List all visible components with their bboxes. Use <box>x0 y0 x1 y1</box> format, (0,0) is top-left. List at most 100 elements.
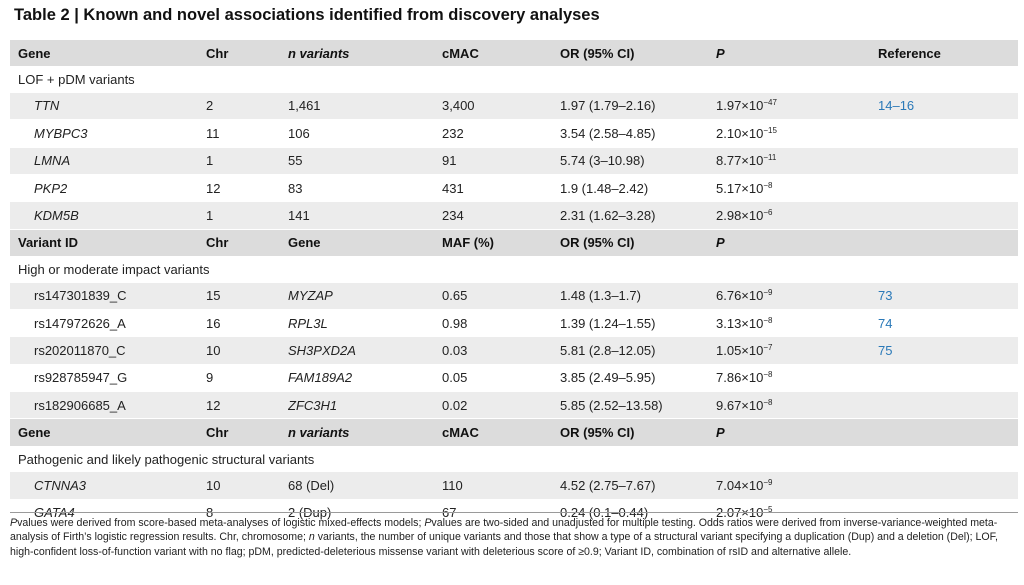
chr-cell: 9 <box>206 364 288 393</box>
table-header-row: Gene Chr n variants cMAC OR (95% CI) P R… <box>10 40 1018 67</box>
p-cell: 3.13×10−8 <box>716 309 878 338</box>
cmac-cell: 3,400 <box>442 92 560 121</box>
or-cell: 0.24 (0.1–0.44) <box>560 499 716 528</box>
group-label-row: Pathogenic and likely pathogenic structu… <box>10 445 1018 473</box>
n-variants-cell: 1,461 <box>288 92 442 121</box>
chr-cell: 1 <box>206 201 288 230</box>
cmac-cell: 110 <box>442 472 560 500</box>
p-cell: 7.86×10−8 <box>716 364 878 393</box>
n-variants-cell: 83 <box>288 174 442 203</box>
maf-cell: 0.98 <box>442 309 560 338</box>
n-variants-cell: 55 <box>288 147 442 175</box>
reference-link[interactable]: 14–16 <box>878 92 1018 121</box>
col-header-p: P <box>716 40 878 67</box>
gene-cell: KDM5B <box>10 201 206 230</box>
table-row: KDM5B 1 141 234 2.31 (1.62–3.28) 2.98×10… <box>10 201 1018 230</box>
table-row: rs147972626_A 16 RPL3L 0.98 1.39 (1.24–1… <box>10 309 1018 338</box>
reference-cell <box>878 174 1018 203</box>
reference-cell <box>878 119 1018 148</box>
reference-cell <box>878 499 1018 528</box>
maf-cell: 0.02 <box>442 391 560 420</box>
table-header-row: Variant ID Chr Gene MAF (%) OR (95% CI) … <box>10 228 1018 257</box>
chr-cell: 1 <box>206 147 288 175</box>
p-cell: 1.97×10−47 <box>716 92 878 121</box>
col-header-empty <box>878 228 1018 257</box>
reference-link[interactable]: 75 <box>878 336 1018 365</box>
gene-cell: GATA4 <box>10 499 206 528</box>
gene-cell: MYBPC3 <box>10 119 206 148</box>
table-row: rs147301839_C 15 MYZAP 0.65 1.48 (1.3–1.… <box>10 282 1018 310</box>
gene-cell: LMNA <box>10 147 206 175</box>
table-row: CTNNA3 10 68 (Del) 110 4.52 (2.75–7.67) … <box>10 472 1018 500</box>
col-header-cmac: cMAC <box>442 40 560 67</box>
table-row: LMNA 1 55 91 5.74 (3–10.98) 8.77×10−11 <box>10 147 1018 175</box>
col-header-chr: Chr <box>206 228 288 257</box>
cmac-cell: 91 <box>442 147 560 175</box>
footnote-n-symbol: n <box>308 531 315 544</box>
p-cell: 6.76×10−9 <box>716 282 878 310</box>
table-bottom-rule <box>10 512 1018 513</box>
table-title: Table 2 | Known and novel associations i… <box>14 6 600 24</box>
col-header-chr: Chr <box>206 418 288 446</box>
footnote-p-symbol: P <box>10 517 18 529</box>
gene-cell: ZFC3H1 <box>288 391 442 420</box>
gene-cell: MYZAP <box>288 282 442 310</box>
gene-cell: PKP2 <box>10 174 206 203</box>
group-label: LOF + pDM variants <box>10 66 1018 93</box>
maf-cell: 0.65 <box>442 282 560 310</box>
cmac-cell: 232 <box>442 119 560 148</box>
or-cell: 1.9 (1.48–2.42) <box>560 174 716 203</box>
footnote-text: values were derived from score-based met… <box>17 517 425 529</box>
col-header-or: OR (95% CI) <box>560 228 716 257</box>
p-cell: 9.67×10−8 <box>716 391 878 420</box>
col-header-n-variants: n variants <box>288 40 442 67</box>
group-label-row: High or moderate impact variants <box>10 256 1018 283</box>
table-row: MYBPC3 11 106 232 3.54 (2.58–4.85) 2.10×… <box>10 119 1018 148</box>
col-header-variant-id: Variant ID <box>10 228 206 257</box>
col-header-gene: Gene <box>288 228 442 257</box>
chr-cell: 12 <box>206 174 288 203</box>
chr-cell: 10 <box>206 472 288 500</box>
col-header-cmac: cMAC <box>442 418 560 446</box>
n-variants-cell: 2 (Dup) <box>288 499 442 528</box>
p-cell: 7.04×10−9 <box>716 472 878 500</box>
chr-cell: 16 <box>206 309 288 338</box>
col-header-n-variants: n variants <box>288 418 442 446</box>
or-cell: 1.39 (1.24–1.55) <box>560 309 716 338</box>
gene-cell: SH3PXD2A <box>288 336 442 365</box>
cmac-cell: 431 <box>442 174 560 203</box>
chr-cell: 15 <box>206 282 288 310</box>
group-label: Pathogenic and likely pathogenic structu… <box>10 445 1018 473</box>
col-header-gene: Gene <box>10 418 206 446</box>
table-row: PKP2 12 83 431 1.9 (1.48–2.42) 5.17×10−8 <box>10 174 1018 203</box>
chr-cell: 11 <box>206 119 288 148</box>
or-cell: 3.54 (2.58–4.85) <box>560 119 716 148</box>
variant-id-cell: rs147301839_C <box>10 282 206 310</box>
or-cell: 3.85 (2.49–5.95) <box>560 364 716 393</box>
col-header-p: P <box>716 228 878 257</box>
chr-cell: 2 <box>206 92 288 121</box>
gene-cell: TTN <box>10 92 206 121</box>
col-header-or: OR (95% CI) <box>560 40 716 67</box>
table-footnote: Pvalues were derived from score-based me… <box>10 516 1016 559</box>
reference-cell <box>878 364 1018 393</box>
variant-id-cell: rs147972626_A <box>10 309 206 338</box>
col-header-chr: Chr <box>206 40 288 67</box>
reference-link[interactable]: 73 <box>878 282 1018 310</box>
col-header-gene: Gene <box>10 40 206 67</box>
or-cell: 5.74 (3–10.98) <box>560 147 716 175</box>
table-row: TTN 2 1,461 3,400 1.97 (1.79–2.16) 1.97×… <box>10 92 1018 121</box>
table-row: rs928785947_G 9 FAM189A2 0.05 3.85 (2.49… <box>10 364 1018 393</box>
or-cell: 2.31 (1.62–3.28) <box>560 201 716 230</box>
or-cell: 5.81 (2.8–12.05) <box>560 336 716 365</box>
footnote-text: values are two-sided and unadjusted for … <box>10 517 998 544</box>
reference-cell <box>878 147 1018 175</box>
gene-cell: FAM189A2 <box>288 364 442 393</box>
reference-link[interactable]: 74 <box>878 309 1018 338</box>
col-header-maf: MAF (%) <box>442 228 560 257</box>
or-cell: 4.52 (2.75–7.67) <box>560 472 716 500</box>
maf-cell: 0.03 <box>442 336 560 365</box>
n-variants-cell: 141 <box>288 201 442 230</box>
cmac-cell: 67 <box>442 499 560 528</box>
cmac-cell: 234 <box>442 201 560 230</box>
